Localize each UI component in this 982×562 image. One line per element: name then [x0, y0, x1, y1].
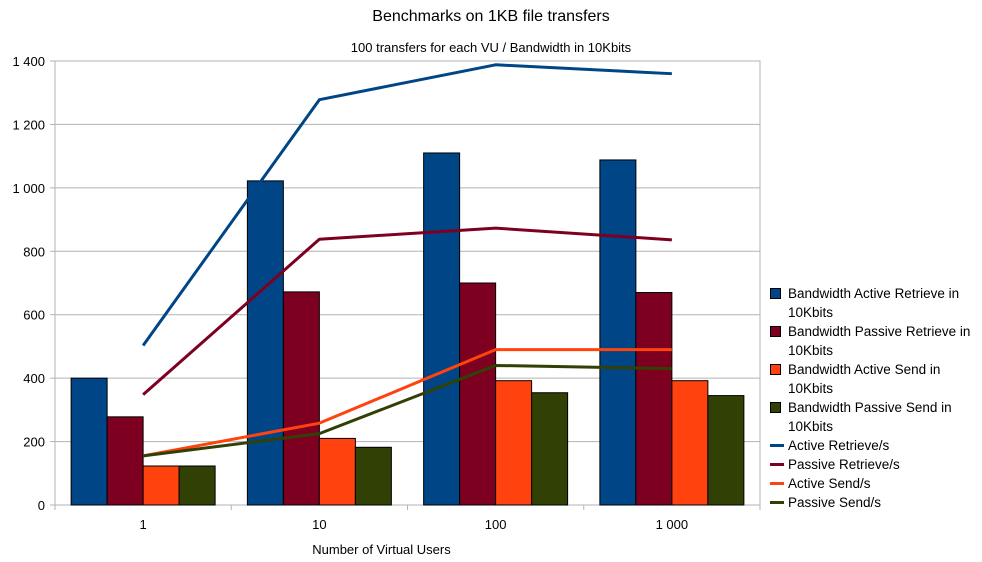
y-tick-label: 200 — [23, 435, 45, 450]
y-tick-label: 1 200 — [12, 117, 45, 132]
bar — [671, 380, 709, 506]
bar — [246, 180, 284, 506]
x-tick-label: 10 — [312, 517, 326, 532]
bar — [423, 152, 461, 506]
series-line — [141, 63, 672, 347]
legend-item-passive-retrieve-bw: Bandwidth Passive Retrieve in 10Kbits — [770, 322, 980, 360]
legend-swatch — [770, 326, 781, 337]
bar — [635, 292, 673, 506]
y-tick-label: 600 — [23, 308, 45, 323]
bar — [531, 392, 569, 506]
x-tick-label: 1 000 — [656, 517, 689, 532]
legend-swatch — [770, 288, 781, 299]
legend-line — [770, 482, 784, 485]
legend-item-active-send-rate: Active Send/s — [770, 474, 980, 493]
series-line — [142, 363, 672, 458]
bar — [459, 282, 497, 506]
bar — [106, 416, 144, 506]
legend-item-passive-send-rate: Passive Send/s — [770, 493, 980, 512]
legend-label: Passive Retrieve/s — [788, 457, 900, 472]
y-tick-label: 400 — [23, 371, 45, 386]
legend-label: Bandwidth Passive Send in 10Kbits — [788, 400, 952, 434]
series-line — [142, 226, 672, 396]
legend-item-passive-retrieve-rate: Passive Retrieve/s — [770, 455, 980, 474]
legend-line — [770, 463, 784, 466]
bar — [354, 446, 392, 506]
chart-subtitle: 100 transfers for each VU / Bandwidth in… — [350, 40, 632, 55]
bar — [178, 465, 216, 506]
bar — [599, 159, 637, 506]
bar — [495, 380, 533, 506]
chart-title: Benchmarks on 1KB file transfers — [372, 8, 610, 25]
legend-label: Active Send/s — [788, 476, 871, 491]
bar — [707, 395, 745, 506]
bar — [70, 377, 108, 506]
legend-item-active-retrieve-bw: Bandwidth Active Retrieve in 10Kbits — [770, 284, 980, 322]
legend-item-active-retrieve-rate: Active Retrieve/s — [770, 436, 980, 455]
legend: Bandwidth Active Retrieve in 10Kbits Ban… — [770, 284, 980, 512]
bar — [282, 291, 320, 506]
legend-swatch — [770, 402, 781, 413]
x-tick-label: 1 — [140, 517, 147, 532]
legend-label: Bandwidth Passive Retrieve in 10Kbits — [788, 324, 971, 358]
legend-label: Passive Send/s — [788, 495, 882, 510]
x-tick-label: 100 — [485, 517, 507, 532]
x-axis-label: Number of Virtual Users — [312, 542, 451, 557]
bar — [142, 465, 180, 506]
series-line — [142, 348, 672, 458]
legend-label: Active Retrieve/s — [788, 438, 890, 453]
legend-swatch — [770, 364, 781, 375]
y-tick-label: 1 400 — [12, 54, 45, 69]
bar — [318, 437, 356, 506]
legend-item-active-send-bw: Bandwidth Active Send in 10Kbits — [770, 360, 980, 398]
legend-line — [770, 501, 784, 504]
y-tick-label: 0 — [38, 498, 45, 513]
y-tick-label: 800 — [23, 244, 45, 259]
y-tick-label: 1 000 — [12, 181, 45, 196]
legend-label: Bandwidth Active Retrieve in 10Kbits — [788, 286, 960, 320]
legend-item-passive-send-bw: Bandwidth Passive Send in 10Kbits — [770, 398, 980, 436]
legend-label: Bandwidth Active Send in 10Kbits — [788, 362, 941, 396]
legend-line — [770, 444, 784, 447]
